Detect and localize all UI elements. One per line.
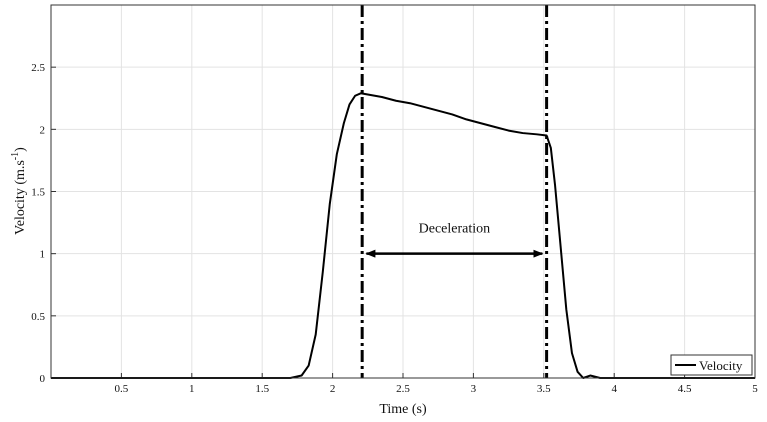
plot-frame bbox=[50, 4, 756, 379]
y-tick-labels: 0 0.5 1 1.5 2 2.5 bbox=[31, 62, 45, 385]
deceleration-label: Deceleration bbox=[419, 222, 491, 237]
y-tick-label: 1 bbox=[40, 249, 46, 261]
x-tick-label: 3.5 bbox=[537, 383, 551, 395]
y-tick-label: 2.5 bbox=[31, 62, 45, 74]
y-axis-label-main: Velocity (m.s bbox=[13, 160, 28, 235]
x-tick-label: 5 bbox=[752, 383, 758, 395]
annotations: Deceleration bbox=[365, 222, 544, 258]
x-tick-label: 3 bbox=[471, 383, 477, 395]
y-tick-label: 1.5 bbox=[31, 187, 45, 199]
x-tick-label: 1.5 bbox=[255, 383, 269, 395]
x-tick-label: 2.5 bbox=[396, 383, 410, 395]
legend-box bbox=[670, 354, 753, 376]
y-axis-label-tail: ) bbox=[13, 147, 28, 152]
velocity-series-line bbox=[51, 92, 755, 379]
x-tick-label: 4 bbox=[611, 383, 617, 395]
x-tick-labels: 0.5 1 1.5 2 2.5 3 3.5 4 4.5 5 bbox=[115, 383, 759, 395]
x-tick-label: 4.5 bbox=[678, 383, 692, 395]
marker-lines bbox=[360, 5, 549, 378]
x-axis-label: Time (s) bbox=[379, 402, 427, 417]
series-group bbox=[51, 92, 755, 379]
x-tick-label: 1 bbox=[189, 383, 195, 395]
y-tick-label: 0.5 bbox=[31, 311, 45, 323]
x-tick-label: 2 bbox=[330, 383, 336, 395]
legend-label-velocity: Velocity bbox=[699, 358, 743, 373]
x-tick-label: 0.5 bbox=[115, 383, 129, 395]
legend: Velocity bbox=[670, 354, 753, 376]
y-tick-label: 0 bbox=[40, 373, 46, 385]
y-tick-label: 2 bbox=[40, 124, 46, 136]
y-axis-label-superscript: -1 bbox=[10, 152, 21, 160]
y-axis-label: Velocity (m.s-1) bbox=[10, 147, 28, 235]
